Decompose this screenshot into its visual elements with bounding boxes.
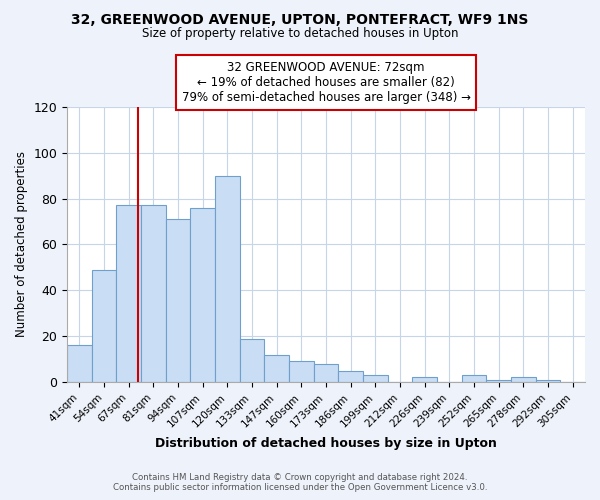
Y-axis label: Number of detached properties: Number of detached properties (15, 152, 28, 338)
Bar (166, 219, 190, 382)
Bar (412, 378, 437, 382)
Bar (289, 362, 314, 382)
Bar (240, 338, 265, 382)
Bar (487, 380, 511, 382)
Text: 32 GREENWOOD AVENUE: 72sqm
← 19% of detached houses are smaller (82)
79% of semi: 32 GREENWOOD AVENUE: 72sqm ← 19% of deta… (182, 61, 470, 104)
Bar (215, 176, 240, 382)
X-axis label: Distribution of detached houses by size in Upton: Distribution of detached houses by size … (155, 437, 497, 450)
Bar (141, 206, 166, 382)
Bar (190, 208, 215, 382)
Bar (536, 380, 560, 382)
Bar (338, 370, 363, 382)
Text: Size of property relative to detached houses in Upton: Size of property relative to detached ho… (142, 28, 458, 40)
Bar (92, 270, 116, 382)
Text: Contains HM Land Registry data © Crown copyright and database right 2024.
Contai: Contains HM Land Registry data © Crown c… (113, 473, 487, 492)
Text: 32, GREENWOOD AVENUE, UPTON, PONTEFRACT, WF9 1NS: 32, GREENWOOD AVENUE, UPTON, PONTEFRACT,… (71, 12, 529, 26)
Bar (67, 346, 92, 382)
Bar (462, 375, 487, 382)
Bar (314, 364, 338, 382)
Bar (116, 206, 141, 382)
Bar (265, 354, 289, 382)
Bar (511, 378, 536, 382)
Bar (363, 375, 388, 382)
